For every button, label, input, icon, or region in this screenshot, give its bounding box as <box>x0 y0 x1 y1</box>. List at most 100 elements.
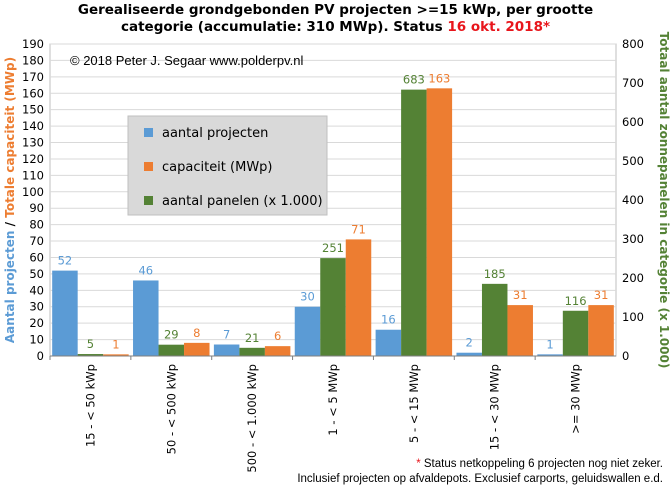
bar-value-label: 5 <box>87 337 94 351</box>
y-left-axis-label-capacity: Totale capaciteit (MWp) <box>3 57 17 218</box>
y-left-axis-label: Aantal projecten / Totale capaciteit (MW… <box>3 57 17 343</box>
bar-value-label: 46 <box>138 263 153 277</box>
y-left-tick-label: 80 <box>29 218 44 232</box>
bar <box>481 283 508 356</box>
y-left-tick-label: 60 <box>29 250 44 264</box>
bar-value-label: 1 <box>112 337 119 351</box>
legend-swatch <box>144 162 153 171</box>
bar <box>158 344 185 356</box>
bar-value-label: 29 <box>164 328 179 342</box>
y-left-tick-label: 100 <box>22 185 44 199</box>
y-right-tick-label: 100 <box>622 310 644 324</box>
y-left-tick-label: 180 <box>22 53 44 67</box>
x-tick-label: 50 - < 500 kWp <box>164 364 178 454</box>
y-right-axis-label: Totaal aantal zonnepanelen in categorie … <box>657 32 671 369</box>
y-left-tick-label: 70 <box>29 234 44 248</box>
bar-value-label: 1 <box>546 337 553 351</box>
legend-entry-label: aantal panelen (x 1.000) <box>162 194 323 209</box>
copyright-text: © 2018 Peter J. Segaar www.polderpv.nl <box>70 53 303 68</box>
bar-value-label: 8 <box>193 326 200 340</box>
y-left-tick-label: 120 <box>22 152 44 166</box>
bars <box>52 88 614 356</box>
bar <box>133 280 159 356</box>
bar-value-label: 30 <box>300 290 315 304</box>
bar <box>264 346 291 356</box>
bar-value-label: 6 <box>274 329 281 343</box>
bar-value-label: 21 <box>245 331 260 345</box>
y-left-tick-label: 20 <box>29 316 44 330</box>
y-right-tick-label: 300 <box>622 232 644 246</box>
y-left-tick-label: 170 <box>22 70 44 84</box>
chart-title-status-date: 16 okt. 2018* <box>447 19 551 35</box>
bar <box>345 239 372 356</box>
legend-box <box>127 115 328 216</box>
bar-value-label: 52 <box>58 254 73 268</box>
y-right-tick-label: 600 <box>622 115 644 129</box>
y-left-tick-label: 10 <box>29 333 44 347</box>
bar-value-label: 31 <box>594 288 609 302</box>
bar-value-label: 71 <box>351 222 366 236</box>
bar <box>537 354 563 356</box>
footnote-line2: Inclusief projecten op afvaldepots. Excl… <box>297 473 663 485</box>
bar <box>213 344 240 356</box>
bar <box>294 306 321 356</box>
bar-value-label: 16 <box>381 313 396 327</box>
x-tick-label: 1 - < 5 MWp <box>326 364 340 436</box>
bar <box>507 305 533 356</box>
footnote-line1: * Status netkoppeling 6 projecten nog ni… <box>297 457 663 472</box>
x-tick-label: >= 30 MWp <box>569 364 583 434</box>
chart-title-line2-main: categorie (accumulatie: 310 MWp). Status <box>120 19 448 35</box>
x-tick-label: 500 - < 1.000 kWp <box>245 364 259 473</box>
y-left-axis-label-separator: / <box>3 218 17 231</box>
bar-value-label: 7 <box>223 328 230 342</box>
bar <box>562 310 589 356</box>
bar-value-label: 2 <box>466 336 473 350</box>
y-left-tick-label: 140 <box>22 119 44 133</box>
x-tick-label: 15 - < 50 kWp <box>83 364 97 447</box>
y-left-tick-label: 190 <box>22 37 44 51</box>
y-right-tick-label: 400 <box>622 193 644 207</box>
bar <box>184 342 210 356</box>
footnote-star: * <box>416 458 421 470</box>
data-labels: 52 5 1 46 29 8 7 21 6 30 251 71 16 683 163 2 185 31 1 116 31 <box>58 71 609 351</box>
legend-swatch <box>144 196 153 205</box>
y-right-tick-label: 800 <box>622 37 644 51</box>
bar <box>320 258 346 356</box>
bar <box>103 354 129 356</box>
chart-footnote: * Status netkoppeling 6 projecten nog ni… <box>297 457 663 487</box>
chart-title-line2: categorie (accumulatie: 310 MWp). Status… <box>0 19 671 36</box>
y-right-tick-label: 700 <box>622 76 644 90</box>
bar-value-label: 185 <box>484 267 506 281</box>
bar <box>375 329 402 356</box>
bar <box>456 352 482 356</box>
y-left-tick-label: 50 <box>29 267 44 281</box>
y-left-tick-label: 90 <box>29 201 44 215</box>
bar-value-label: 31 <box>513 288 528 302</box>
legend: aantal projecten capaciteit (MWp) aantal p… <box>127 115 328 216</box>
bar <box>588 305 614 356</box>
bar-value-label: 116 <box>565 294 587 308</box>
y-left-tick-label: 0 <box>37 349 44 363</box>
bar-value-label: 683 <box>403 73 425 87</box>
y-right-tick-label: 0 <box>622 349 629 363</box>
bar <box>77 354 104 356</box>
y-left-tick-label: 110 <box>22 168 44 182</box>
bar <box>239 347 265 356</box>
y-right-tick-label: 500 <box>622 154 644 168</box>
axes: 0102030405060708090100110120130140150160… <box>3 32 671 473</box>
y-left-tick-label: 160 <box>22 86 44 100</box>
y-left-axis-label-projects: Aantal projecten <box>3 231 17 344</box>
x-tick-label: 5 - < 15 MWp <box>407 364 421 443</box>
footnote-line1-text: Status netkoppeling 6 projecten nog niet… <box>420 458 663 470</box>
chart-title-line1: Gerealiseerde grondgebonden PV projecten… <box>77 2 594 18</box>
y-left-tick-label: 40 <box>29 283 44 297</box>
bar-value-label: 163 <box>428 71 450 85</box>
chart-title: Gerealiseerde grondgebonden PV projecten… <box>0 2 671 36</box>
y-right-tick-label: 200 <box>622 271 644 285</box>
bar <box>52 270 78 356</box>
y-left-tick-label: 130 <box>22 136 44 150</box>
legend-entry-label: capaciteit (MWp) <box>162 160 273 175</box>
x-tick-label: 15 - < 30 MWp <box>488 364 502 450</box>
legend-swatch <box>144 128 153 137</box>
